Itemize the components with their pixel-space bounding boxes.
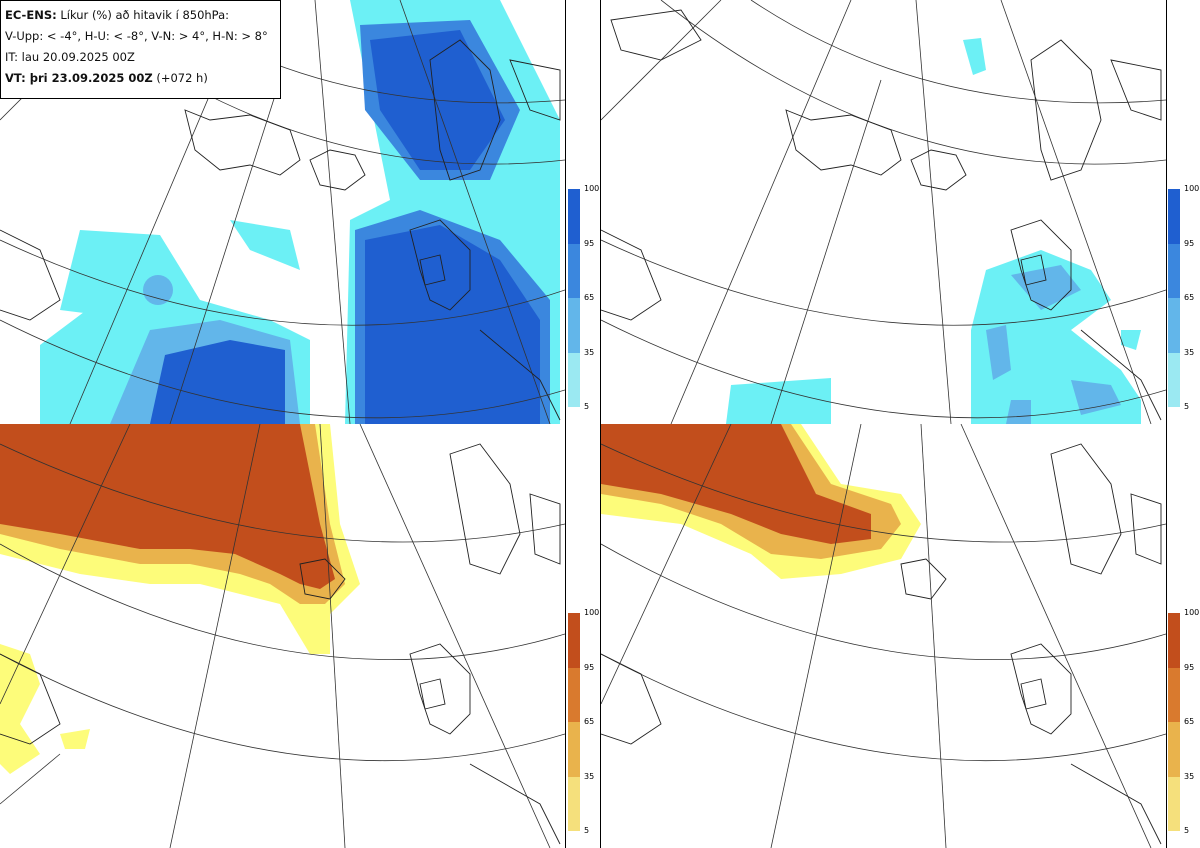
- colorbar-segment: [1168, 613, 1180, 668]
- coastlines: [0, 39, 561, 421]
- colorbar-tick-label: 65: [584, 293, 595, 302]
- graticule: [0, 424, 565, 848]
- colorbar-segment: [568, 298, 580, 353]
- lead-time: (+072 h): [156, 71, 208, 85]
- colorbar-tick-label: 35: [584, 771, 595, 781]
- colorbar-top-right: 100 95 65 35 5: [1168, 185, 1199, 411]
- colorbar-segment: [1168, 667, 1180, 722]
- colorbar-tick-label: 95: [584, 238, 595, 248]
- colorbar-segment: [568, 613, 580, 668]
- colorbar-tick-label: 100: [1184, 184, 1200, 193]
- colorbar-segment: [568, 776, 580, 831]
- colorbar-tick-label: 65: [1184, 717, 1195, 726]
- colorbar-segment: [568, 722, 580, 777]
- colorbar-segment: [568, 352, 580, 407]
- colorbar-tick-label: 100: [1184, 608, 1200, 617]
- valid-time-line: VT: þri 23.09.2025 00Z (+072 h): [5, 68, 276, 89]
- colorbar-tick-label: 5: [1184, 826, 1190, 835]
- probability-shading: [726, 38, 1141, 424]
- colorbar-segment: [568, 667, 580, 722]
- colorbar-top-left: 100 95 65 35 5: [568, 185, 599, 411]
- probability-shading: [40, 0, 560, 424]
- colorbar-segment: [568, 243, 580, 298]
- panel-warm-plus4: [0, 424, 566, 848]
- title-text: Líkur (%) að hitavik í 850hPa:: [60, 8, 230, 22]
- colorbar-tick-label: 5: [584, 826, 590, 835]
- colorbar-tick-label: 95: [1184, 662, 1195, 672]
- colorbar-tick-label: 5: [1184, 402, 1190, 411]
- graticule: [601, 424, 1166, 848]
- model-name: EC-ENS:: [5, 8, 57, 22]
- colorbar-tick-label: 100: [584, 608, 600, 617]
- coastlines: [0, 443, 561, 845]
- coastlines: [601, 443, 1162, 845]
- colorbar-tick-label: 35: [1184, 771, 1195, 781]
- colorbar-segment: [1168, 189, 1180, 244]
- forecast-info-box: EC-ENS: Líkur (%) að hitavik í 850hPa: V…: [0, 0, 281, 99]
- graticule: [601, 0, 1166, 424]
- valid-time: VT: þri 23.09.2025 00Z: [5, 71, 153, 85]
- colorbar-segment: [1168, 352, 1180, 407]
- colorbar-tick-label: 95: [584, 662, 595, 672]
- map-cold-minus8: [601, 0, 1166, 424]
- colorbar-segment: [1168, 776, 1180, 831]
- panel-warm-plus8: [600, 424, 1167, 848]
- colorbar-tick-label: 5: [584, 402, 590, 411]
- initial-time: IT: lau 20.09.2025 00Z: [5, 50, 135, 64]
- colorbar-segment: [1168, 243, 1180, 298]
- colorbar-segment: [1168, 722, 1180, 777]
- panel-cold-minus4: EC-ENS: Líkur (%) að hitavik í 850hPa: V…: [0, 0, 566, 425]
- thresholds-line: V-Upp: < -4°, H-U: < -8°, V-N: > 4°, H-N…: [5, 29, 268, 43]
- colorbar-tick-label: 95: [1184, 238, 1195, 248]
- colorbar-tick-label: 100: [584, 184, 600, 193]
- colorbar-tick-label: 65: [584, 717, 595, 726]
- colorbar-segment: [1168, 298, 1180, 353]
- colorbar-bottom-left: 100 95 65 35 5: [568, 609, 599, 835]
- coastlines: [601, 9, 1162, 421]
- colorbar-bottom-right: 100 95 65 35 5: [1168, 609, 1199, 835]
- colorbar-segment: [568, 189, 580, 244]
- colorbar-tick-label: 35: [584, 347, 595, 357]
- panel-cold-minus8: [600, 0, 1167, 425]
- map-warm-plus8: [601, 424, 1166, 848]
- map-cold-minus4: [0, 0, 565, 424]
- colorbar-tick-label: 35: [1184, 347, 1195, 357]
- probability-shading: [601, 424, 921, 579]
- forecast-title: EC-ENS: Líkur (%) að hitavik í 850hPa:: [5, 5, 276, 26]
- probability-shading: [0, 424, 360, 774]
- map-warm-plus4: [0, 424, 565, 848]
- colorbar-tick-label: 65: [1184, 293, 1195, 302]
